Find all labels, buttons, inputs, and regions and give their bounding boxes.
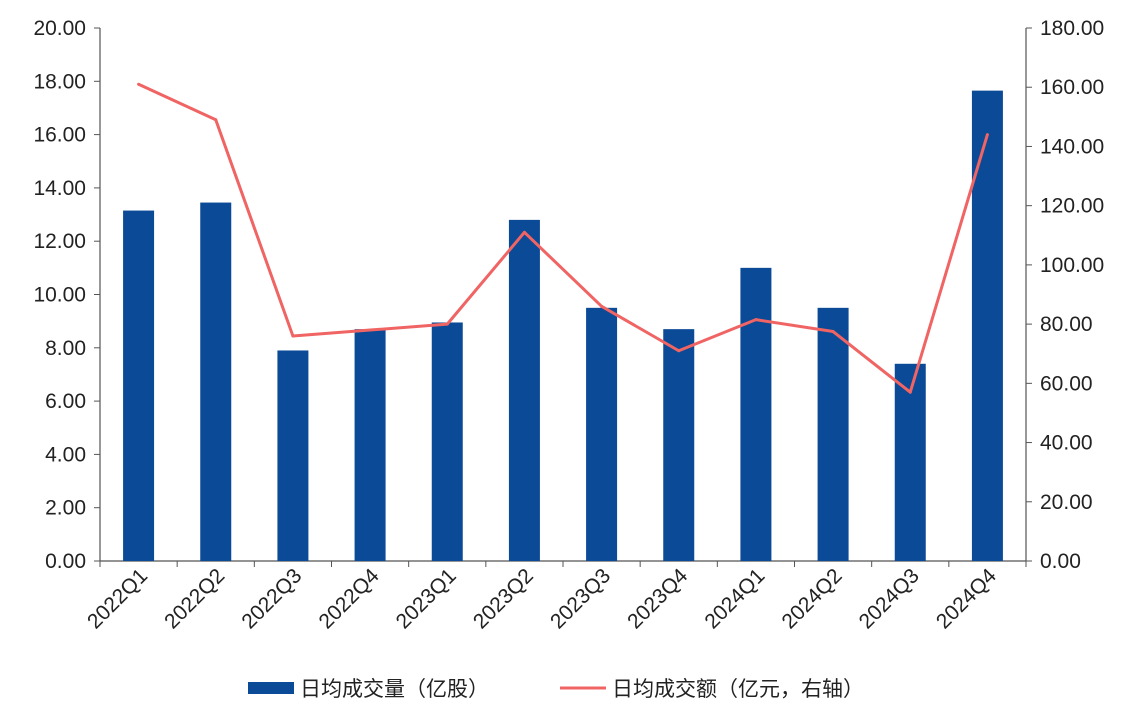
turnover-line-point xyxy=(985,133,989,137)
volume-bar xyxy=(508,219,540,561)
axes xyxy=(99,28,1027,562)
right-tick-label: 0.00 xyxy=(1040,550,1081,573)
turnover-line-point xyxy=(600,304,604,308)
turnover-line-point xyxy=(368,328,372,332)
turnover-line-point xyxy=(137,82,141,86)
left-tick-label: 2.00 xyxy=(45,497,86,520)
turnover-line-point xyxy=(831,330,835,334)
left-tick-label: 6.00 xyxy=(45,390,86,413)
volume-bar xyxy=(431,322,463,561)
volume-bar xyxy=(894,363,926,561)
x-tick-label: 2022Q3 xyxy=(237,564,306,633)
right-axis-ticks: 0.00 20.00 40.00 60.00 80.00 100.00 120.00 140.… xyxy=(1026,17,1104,573)
turnover-line-point xyxy=(677,349,681,353)
volume-bar xyxy=(971,90,1003,561)
volume-bar xyxy=(200,202,232,561)
x-tick-label: 2024Q3 xyxy=(855,564,924,633)
volume-bar xyxy=(354,329,386,561)
right-tick-label: 40.00 xyxy=(1040,432,1093,455)
left-axis-ticks: 0.00 2.00 4.00 6.00 8.00 10.00 12.00 14.00 16.00… xyxy=(33,17,100,573)
right-tick-label: 160.00 xyxy=(1040,76,1104,99)
x-tick-label: 2022Q4 xyxy=(315,564,384,633)
volume-bar xyxy=(740,267,772,561)
x-tick-label: 2024Q2 xyxy=(778,564,847,633)
left-tick-label: 0.00 xyxy=(45,550,86,573)
legend-line-label: 日均成交额（亿元，右轴） xyxy=(612,677,864,701)
x-tick-label: 2023Q2 xyxy=(469,564,538,633)
turnover-line xyxy=(137,82,989,394)
left-tick-label: 4.00 xyxy=(45,443,86,466)
volume-bar xyxy=(663,329,695,561)
volume-bar xyxy=(277,350,309,561)
left-tick-label: 12.00 xyxy=(33,230,86,253)
turnover-line-point xyxy=(214,118,218,122)
right-tick-label: 180.00 xyxy=(1040,17,1104,40)
x-tick-label: 2022Q1 xyxy=(83,564,152,633)
x-axis-ticks: 2022Q1 2022Q2 2022Q3 2022Q4 2023Q1 2023Q2 2023… xyxy=(83,561,1027,633)
turnover-line-point xyxy=(445,322,449,326)
left-tick-label: 10.00 xyxy=(33,284,86,307)
left-tick-label: 18.00 xyxy=(33,70,86,93)
x-tick-label: 2023Q4 xyxy=(623,564,692,633)
right-tick-label: 100.00 xyxy=(1040,254,1104,277)
x-tick-label: 2023Q3 xyxy=(546,564,615,633)
turnover-line-path xyxy=(137,82,989,394)
volume-bar xyxy=(586,307,618,561)
volume-bars xyxy=(123,90,1003,562)
left-tick-label: 20.00 xyxy=(33,17,86,40)
turnover-line-point xyxy=(754,318,758,322)
legend-bar-swatch xyxy=(248,682,294,694)
right-tick-label: 140.00 xyxy=(1040,135,1104,158)
left-tick-label: 16.00 xyxy=(33,124,86,147)
legend-bar-label: 日均成交量（亿股） xyxy=(300,677,489,701)
x-tick-label: 2024Q1 xyxy=(700,564,769,633)
right-tick-label: 60.00 xyxy=(1040,372,1093,395)
turnover-line-point xyxy=(522,230,526,234)
right-tick-label: 120.00 xyxy=(1040,195,1104,218)
turnover-line-point xyxy=(291,334,295,338)
right-tick-label: 20.00 xyxy=(1040,491,1093,514)
left-tick-label: 8.00 xyxy=(45,337,86,360)
right-tick-label: 80.00 xyxy=(1040,313,1093,336)
x-tick-label: 2023Q1 xyxy=(392,564,461,633)
x-tick-label: 2024Q4 xyxy=(932,564,1001,633)
left-tick-label: 14.00 xyxy=(33,177,86,200)
volume-bar xyxy=(123,210,155,562)
x-tick-label: 2022Q2 xyxy=(160,564,229,633)
turnover-line-point xyxy=(908,390,912,394)
volume-bar xyxy=(817,307,849,561)
legend: 日均成交量（亿股） 日均成交额（亿元，右轴） xyxy=(248,677,864,701)
